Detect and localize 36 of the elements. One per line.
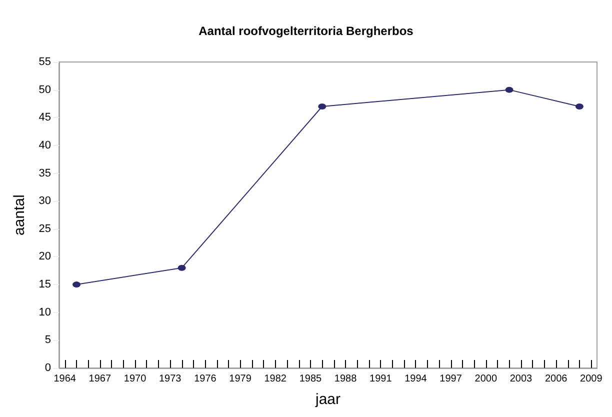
x-tick-label: 2003 [510,374,533,384]
x-tick-label: 1997 [440,374,462,384]
y-tick-label: 10 [38,306,51,318]
x-tick-label: 1982 [264,374,287,384]
y-tick-label: 15 [38,278,51,291]
x-tick-label: 1973 [158,374,182,384]
point [318,104,326,110]
y-axis-title: aantal [11,194,28,236]
y-tick-label: 5 [44,334,51,346]
point [505,86,514,93]
x-tick-label: 2009 [580,374,603,384]
x-tick-label: 1985 [299,374,322,384]
x-tick-label: 1976 [194,374,217,384]
point [178,264,186,271]
x-tick-label: 2006 [544,374,568,384]
y-tick-label: 25 [38,222,51,235]
x-tick-label: 2000 [474,374,498,384]
y-tick-label: 50 [38,84,51,96]
x-tick-label: 1970 [124,374,147,384]
x-tick-label: 1967 [88,374,112,384]
x-tick-label: 1979 [229,374,252,384]
y-tick-label: 45 [38,112,51,124]
x-tick-label: 1988 [334,374,358,384]
y-tick-label: 20 [38,250,51,263]
x-tick-label: 1991 [370,374,392,384]
x-tick-label: 1964 [54,374,76,384]
y-tick-label: 35 [38,167,51,180]
chart-title: Aantal roofvogelterritoria Bergherbos [198,24,414,38]
point [575,104,584,110]
y-tick-label: 0 [44,362,51,374]
x-axis-title: jaar [314,391,341,408]
y-tick-label: 30 [38,195,51,208]
y-tick-label: 55 [38,56,51,68]
point [72,282,81,288]
x-tick-label: 1994 [404,374,428,384]
y-tick-label: 40 [38,139,51,152]
